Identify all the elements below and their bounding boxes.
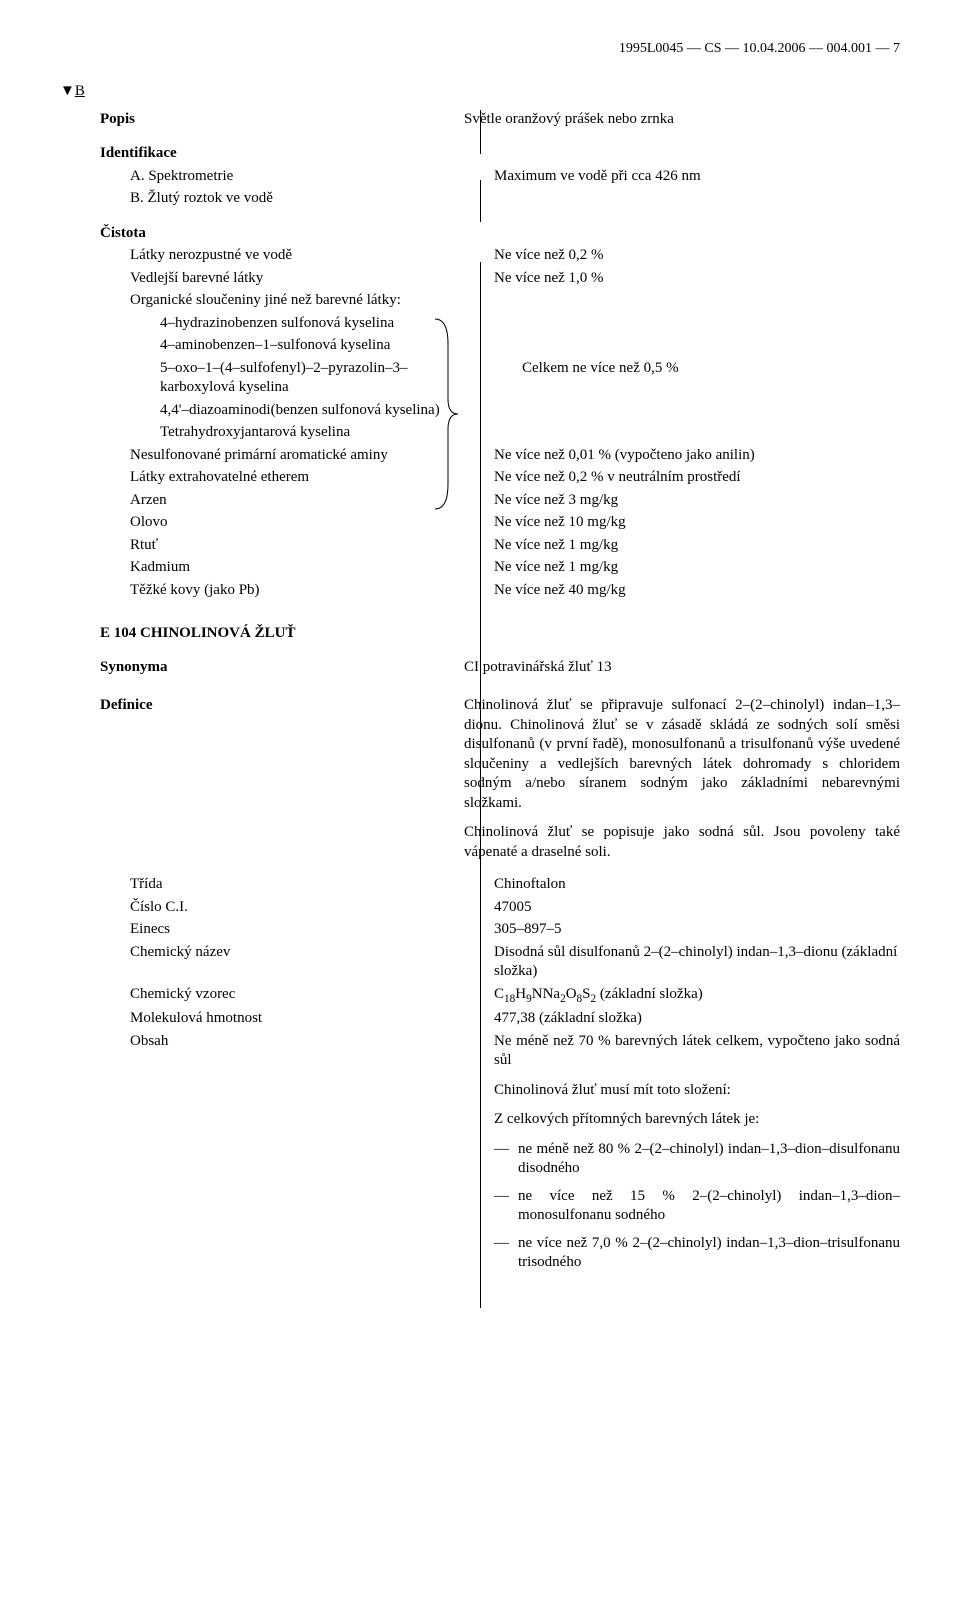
section-mark: ▼B [60, 82, 900, 102]
obsah-p3: Z celkových přítomných barevných látek j… [494, 1110, 900, 1130]
synonyma-label: Synonyma [100, 658, 452, 678]
synonyma-value: CI potravinářská žluť 13 [452, 658, 900, 678]
rest-5-value: Ne více než 1 mg/kg [482, 558, 900, 578]
cislo-label: Číslo C.I. [130, 898, 482, 918]
group-value: Celkem ne více než 0,5 % [482, 359, 900, 379]
einecs-label: Einecs [130, 920, 482, 940]
trida-label: Třída [130, 875, 482, 895]
obsah-p1: Ne méně než 70 % barevných látek celkem,… [494, 1032, 900, 1071]
dash-item-0: — ne méně než 80 % 2–(2–chinolyl) indan–… [494, 1140, 900, 1179]
dash-icon: — [494, 1187, 518, 1226]
page-header: 1995L0045 — CS — 10.04.2006 — 004.001 — … [60, 40, 900, 58]
molhm-label: Molekulová hmotnost [130, 1009, 482, 1029]
group-item-2: 5–oxo–1–(4–sulfofenyl)–2–pyrazolin–3–kar… [100, 359, 482, 398]
obsah-p2: Chinolinová žluť musí mít toto složení: [494, 1081, 900, 1101]
rest-1-label: Látky extrahovatelné etherem [130, 468, 482, 488]
rest-1-value: Ne více než 0,2 % v neutrálním prostředí [482, 468, 900, 488]
definice-p1: Chinolinová žluť se připravuje sulfonací… [464, 696, 900, 813]
dash-item-1: — ne více než 15 % 2–(2–chinolyl) indan–… [494, 1187, 900, 1226]
dash-icon: — [494, 1140, 518, 1179]
rest-2-label: Arzen [130, 491, 482, 511]
rest-5-label: Kadmium [130, 558, 482, 578]
identifikace-title: Identifikace [100, 144, 452, 164]
e104-title: E 104 CHINOLINOVÁ ŽLUŤ [100, 624, 900, 644]
dash-icon: — [494, 1234, 518, 1273]
group-item-4: Tetrahydroxyjantarová kyselina [100, 423, 482, 443]
einecs-value: 305–897–5 [482, 920, 900, 940]
dash-text-1: ne více než 15 % 2–(2–chinolyl) indan–1,… [518, 1187, 900, 1226]
rest-0-value: Ne více než 0,01 % (vypočteno jako anili… [482, 446, 900, 466]
rest-2-value: Ne více než 3 mg/kg [482, 491, 900, 511]
chemnazev-label: Chemický název [130, 943, 482, 963]
definice-label: Definice [100, 696, 452, 716]
rest-3-value: Ne více než 10 mg/kg [482, 513, 900, 533]
chemvzorec-value: C18H9NNa2O8S2 (základní složka) [482, 985, 900, 1007]
rest-3-label: Olovo [130, 513, 482, 533]
chemvzorec-label: Chemický vzorec [130, 985, 482, 1005]
obsah-label: Obsah [130, 1032, 482, 1052]
rest-4-label: Rtuť [130, 536, 482, 556]
group-item-1: 4–aminobenzen–1–sulfonová kyselina [100, 336, 482, 356]
latky-neroz-label: Látky nerozpustné ve vodě [130, 246, 482, 266]
rest-6-label: Těžké kovy (jako Pb) [130, 581, 482, 601]
latky-neroz-value: Ne více než 0,2 % [482, 246, 900, 266]
spektro-value: Maximum ve vodě při cca 426 nm [482, 167, 900, 187]
zluty-label: B. Žlutý roztok ve vodě [130, 189, 482, 209]
group-item-3: 4,4'–diazoaminodi(benzen sulfonová kysel… [100, 401, 482, 421]
organicke-label: Organické sloučeniny jiné než barevné lá… [130, 291, 482, 311]
definice-p2: Chinolinová žluť se popisuje jako sodná … [464, 823, 900, 862]
vedlejsi-value: Ne více než 1,0 % [482, 269, 900, 289]
dash-item-2: — ne více než 7,0 % 2–(2–chinolyl) indan… [494, 1234, 900, 1273]
molhm-value: 477,38 (základní složka) [482, 1009, 900, 1029]
cistota-title: Čistota [100, 224, 452, 244]
divider-4 [480, 658, 481, 680]
rest-0-label: Nesulfonované primární aromatické aminy [130, 446, 482, 466]
trida-value: Chinoftalon [482, 875, 900, 895]
divider-1 [480, 110, 481, 154]
rest-6-value: Ne více než 40 mg/kg [482, 581, 900, 601]
dash-text-2: ne více než 7,0 % 2–(2–chinolyl) indan–1… [518, 1234, 900, 1273]
vedlejsi-label: Vedlejší barevné látky [130, 269, 482, 289]
spektro-label: A. Spektrometrie [130, 167, 482, 187]
rest-4-value: Ne více než 1 mg/kg [482, 536, 900, 556]
chemvzorec-suffix: (základní složka) [596, 986, 703, 1002]
popis-value: Světle oranžový prášek nebo zrnka [452, 110, 900, 130]
dash-text-0: ne méně než 80 % 2–(2–chinolyl) indan–1,… [518, 1140, 900, 1179]
group-item-0: 4–hydrazinobenzen sulfonová kyselina [100, 314, 482, 334]
section-mark-letter: B [75, 83, 85, 99]
chemnazev-value: Disodná sůl disulfonanů 2–(2–chinolyl) i… [482, 943, 900, 982]
cislo-value: 47005 [482, 898, 900, 918]
popis-label: Popis [100, 110, 452, 130]
